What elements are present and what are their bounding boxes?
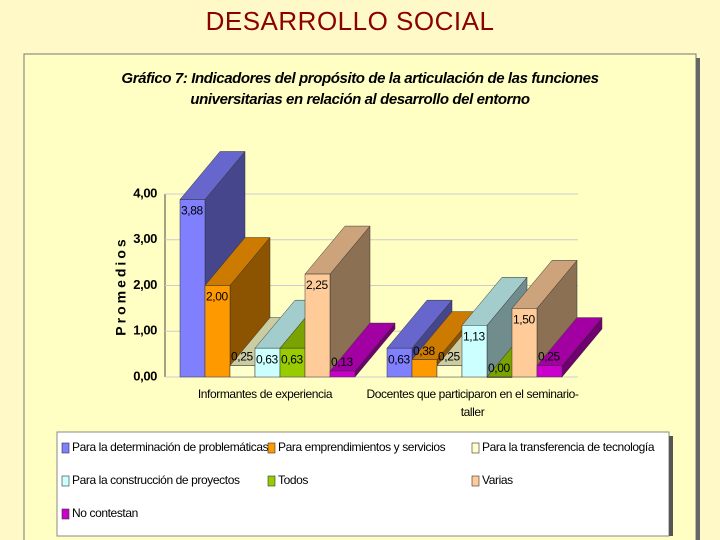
bar <box>204 285 231 378</box>
legend-box <box>56 431 670 537</box>
value-label: 3,88 <box>181 204 203 218</box>
legend-swatch <box>61 508 70 520</box>
value-label: 2,00 <box>206 290 228 304</box>
value-label: 0,25 <box>438 350 460 364</box>
legend-swatch <box>471 442 480 454</box>
y-tick-label: 2,00 <box>133 277 157 292</box>
bar <box>461 325 488 378</box>
legend-swatch <box>267 475 276 487</box>
legend-label: Varias <box>482 473 513 487</box>
y-tick-label: 3,00 <box>133 231 157 246</box>
bar <box>229 365 256 378</box>
legend-label: No contestan <box>72 506 138 520</box>
x-tick-label: Docentes que participaron en el seminari… <box>366 387 579 419</box>
value-label: 0,63 <box>281 352 303 366</box>
bar <box>436 365 463 378</box>
y-tick-label: 1,00 <box>133 323 157 338</box>
value-label: 0,25 <box>231 350 253 364</box>
bar <box>511 308 538 378</box>
legend-label: Para la construcción de proyectos <box>72 473 240 487</box>
bar <box>486 376 513 378</box>
panel-shadow <box>696 58 700 540</box>
value-label: 1,13 <box>463 329 485 343</box>
value-label: 0,13 <box>331 355 353 369</box>
value-label: 0,38 <box>413 344 435 358</box>
bar <box>304 273 331 378</box>
bar <box>329 370 356 378</box>
legend-swatch <box>61 442 70 454</box>
bar <box>179 199 206 378</box>
bar <box>279 347 306 378</box>
y-axis-label: Promedios <box>113 236 129 335</box>
value-label: 2,25 <box>306 278 328 292</box>
value-label: 0,63 <box>388 352 410 366</box>
bar <box>254 347 281 378</box>
legend-label: Para la determinación de problemáticas <box>72 440 269 454</box>
y-tick-label: 4,00 <box>133 185 157 200</box>
x-tick-label: Informantes de experiencia <box>197 387 333 401</box>
legend-swatch <box>471 475 480 487</box>
legend-label: Para la transferencia de tecnología <box>482 440 655 454</box>
bar <box>536 365 563 378</box>
slide-title: DESARROLLO SOCIAL <box>205 6 495 36</box>
chart-title: Gráfico 7: Indicadores del propósito de … <box>121 70 599 108</box>
legend-swatch <box>61 475 70 487</box>
legend-label: Para emprendimientos y servicios <box>278 440 446 454</box>
y-tick-label: 0,00 <box>133 368 157 383</box>
value-label: 0,63 <box>256 352 278 366</box>
bar <box>386 347 413 378</box>
value-label: 0,25 <box>538 350 560 364</box>
legend-shadow <box>669 436 673 536</box>
legend-swatch <box>267 442 276 454</box>
bar <box>411 359 438 378</box>
legend-label: Todos <box>278 473 308 487</box>
value-label: 0,00 <box>488 361 510 375</box>
value-label: 1,50 <box>513 313 535 327</box>
